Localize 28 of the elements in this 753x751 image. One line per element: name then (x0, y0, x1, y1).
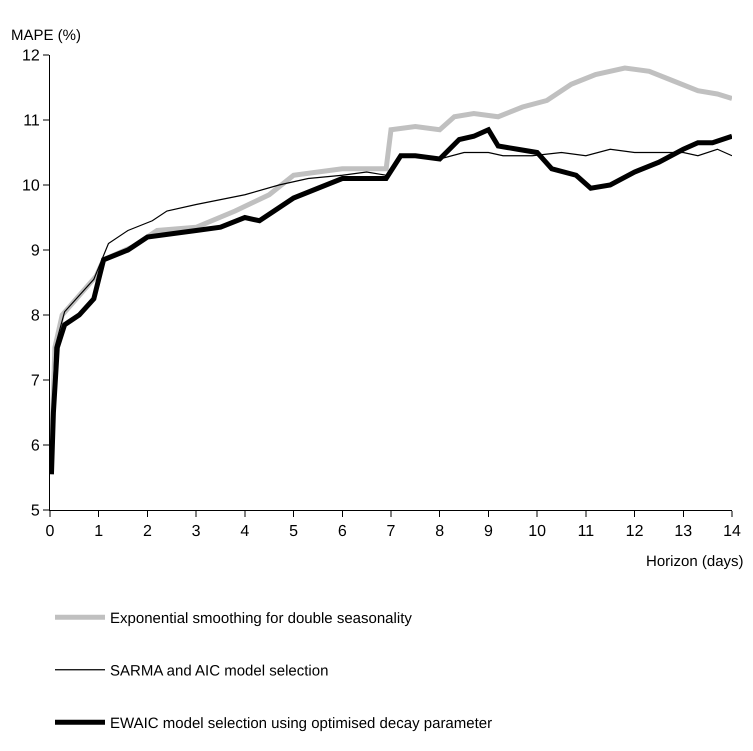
x-axis-title: Horizon (days) (646, 553, 744, 570)
x-tick-label: 13 (674, 523, 692, 540)
x-tick-label: 12 (626, 523, 644, 540)
x-tick-label: 4 (240, 523, 250, 540)
y-tick-label: 6 (30, 438, 40, 455)
y-axis-title: MAPE (%) (11, 27, 82, 44)
x-tick-label: 3 (192, 523, 201, 540)
x-tick-label: 5 (289, 523, 298, 540)
x-tick-label: 6 (338, 523, 347, 540)
legend-label: Exponential smoothing for double seasonality (110, 610, 412, 628)
x-tick-label: 0 (46, 523, 55, 540)
x-tick-label: 10 (528, 523, 546, 540)
y-tick-label: 9 (30, 242, 40, 260)
y-tick-label: 5 (30, 502, 40, 520)
y-tick-label: 11 (23, 112, 40, 130)
x-tick-label: 14 (723, 523, 741, 540)
legend-label: SARMA and AIC model selection (110, 662, 328, 680)
y-tick-label: 12 (22, 48, 40, 65)
x-tick-label: 9 (484, 523, 493, 540)
x-tick-label: 1 (94, 523, 104, 540)
x-tick-label: 2 (142, 523, 152, 540)
y-tick-label: 8 (30, 308, 40, 325)
y-tick-label: 7 (30, 372, 40, 390)
x-tick-label: 7 (386, 523, 396, 540)
x-tick-label: 8 (435, 523, 444, 540)
x-tick-label: 11 (578, 523, 594, 540)
y-tick-label: 10 (22, 178, 40, 195)
legend-label: EWAIC model selection using optimised decay parameter (110, 715, 492, 732)
